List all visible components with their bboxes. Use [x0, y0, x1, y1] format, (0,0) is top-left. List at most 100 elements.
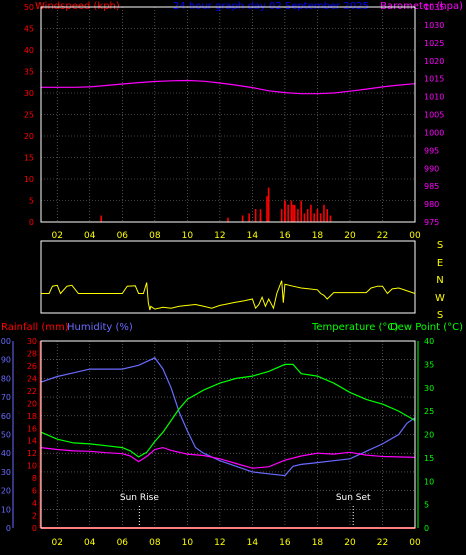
windspeed-bar — [287, 204, 289, 222]
rainfall-tick-label: 6 — [32, 487, 37, 496]
windspeed-bar — [280, 209, 283, 222]
barometer-tick-label: 1020 — [424, 57, 444, 66]
x-tick-label: 04 — [84, 231, 96, 241]
wind-direction-frame — [40, 240, 416, 314]
temp-humidity-frame — [40, 340, 416, 529]
windspeed-bar — [300, 200, 302, 222]
windspeed-bar — [227, 217, 229, 222]
x-tick-label: 10 — [182, 231, 194, 241]
x-tick-label: 14 — [247, 231, 259, 241]
barometer-tick-label: 1010 — [424, 93, 444, 102]
x-tick-label: 16 — [279, 231, 291, 241]
temperature-line — [40, 363, 416, 458]
temperature-axis-label: Temperature (°C) — [311, 322, 398, 333]
barometer-tick-label: 1015 — [424, 75, 444, 84]
compass-label-n: N — [436, 275, 443, 286]
rainfall-tick-label: 14 — [27, 437, 37, 446]
x-tick-label: 08 — [149, 231, 161, 241]
barometer-tick-label: 985 — [424, 182, 439, 191]
temperature-tick-label: 35 — [424, 360, 434, 369]
windspeed-tick-label: 30 — [24, 89, 34, 98]
wind-baro-frame — [40, 6, 416, 223]
temperature-tick-label: 10 — [424, 477, 434, 486]
dewpoint-axis-label: Dew Point (°C) — [390, 322, 463, 333]
rainfall-tick-label: 22 — [27, 387, 37, 396]
humidity-line — [40, 357, 416, 477]
temp-humidity-panel: 0102030405060708090100 02468101214161820… — [0, 337, 434, 548]
wind-direction-line — [41, 280, 416, 311]
x-tick-label: 16 — [279, 538, 291, 548]
humidity-tick-label: 90 — [1, 356, 11, 365]
compass-label-w: W — [435, 293, 445, 304]
windspeed-tick-label: 40 — [24, 46, 34, 55]
rainfall-tick-label: 2 — [32, 512, 37, 521]
rainfall-tick-label: 26 — [27, 362, 37, 371]
humidity-tick-label: 10 — [1, 505, 11, 514]
barometer-line — [41, 79, 416, 95]
rainfall-tick-label: 30 — [27, 337, 37, 346]
windspeed-bar — [297, 209, 299, 222]
rainfall-tick-label: 4 — [32, 499, 37, 508]
humidity-tick-label: 70 — [1, 393, 11, 402]
barometer-tick-label: 990 — [424, 164, 439, 173]
rainfall-tick-label: 10 — [27, 462, 37, 471]
barometer-tick-label: 995 — [424, 146, 439, 155]
humidity-axis-label: Humidity (%) — [67, 322, 133, 333]
windspeed-bar — [254, 209, 257, 222]
temperature-tick-label: 25 — [424, 407, 434, 416]
windspeed-tick-label: 0 — [29, 218, 34, 227]
wind-direction-compass-labels: S E N W S — [435, 240, 445, 321]
windspeed-bar — [306, 209, 309, 222]
x-tick-label: 00 — [409, 538, 421, 548]
x-tick-label: 12 — [214, 231, 225, 241]
temperature-tick-label: 20 — [424, 431, 434, 440]
wind-baro-grid — [41, 7, 416, 222]
windspeed-tick-label: 50 — [24, 3, 34, 12]
windspeed-bar — [266, 196, 268, 222]
x-tick-label: 08 — [149, 538, 161, 548]
wind-baro-x-axis-ticks: 02 04 06 08 10 12 14 16 18 20 22 00 — [52, 231, 421, 241]
x-tick-label: 18 — [312, 538, 324, 548]
humidity-tick-label: 30 — [1, 468, 11, 477]
windspeed-bar — [267, 187, 270, 222]
x-tick-label: 02 — [52, 538, 63, 548]
windspeed-bars — [100, 187, 332, 222]
humidity-tick-label: 0 — [6, 524, 11, 533]
x-tick-label: 06 — [117, 231, 129, 241]
humidity-tick-label: 40 — [1, 449, 11, 458]
x-tick-label: 06 — [117, 538, 129, 548]
humidity-axis-ticks: 0 10 20 30 40 50 60 70 80 90 100 — [0, 337, 11, 533]
barometer-tick-label: 1035 — [424, 3, 444, 12]
humidity-tick-label: 60 — [1, 412, 11, 421]
windspeed-bar — [323, 204, 325, 222]
barometer-tick-label: 975 — [424, 218, 439, 227]
windspeed-tick-label: 25 — [24, 111, 34, 120]
windspeed-bar — [313, 213, 315, 222]
windspeed-bar — [310, 204, 312, 222]
compass-label-s-top: S — [437, 240, 443, 251]
windspeed-bar — [319, 213, 322, 222]
windspeed-axis-ticks: 0 5 10 15 20 25 30 35 40 45 50 — [24, 3, 34, 227]
barometer-tick-label: 1025 — [424, 39, 444, 48]
windspeed-bar — [241, 215, 244, 222]
x-tick-label: 12 — [214, 538, 225, 548]
x-tick-label: 10 — [182, 538, 194, 548]
rainfall-tick-label: 28 — [27, 349, 37, 358]
windspeed-bar — [259, 209, 262, 222]
wind-direction-panel: S E N W S — [40, 240, 445, 321]
windspeed-tick-label: 45 — [24, 25, 34, 34]
humidity-tick-label: 80 — [1, 374, 11, 383]
windspeed-bar — [100, 215, 102, 222]
barometer-tick-label: 980 — [424, 200, 439, 209]
x-tick-label: 22 — [377, 538, 388, 548]
windspeed-bar — [292, 204, 294, 222]
windspeed-bar — [326, 209, 328, 222]
dewpoint-line — [40, 446, 416, 469]
rainfall-tick-label: 0 — [32, 524, 37, 533]
temp-humidity-x-axis-ticks: 02 04 06 08 10 12 14 16 18 20 22 00 — [52, 538, 421, 548]
temperature-tick-label: 40 — [424, 337, 434, 346]
windspeed-tick-label: 10 — [24, 175, 34, 184]
